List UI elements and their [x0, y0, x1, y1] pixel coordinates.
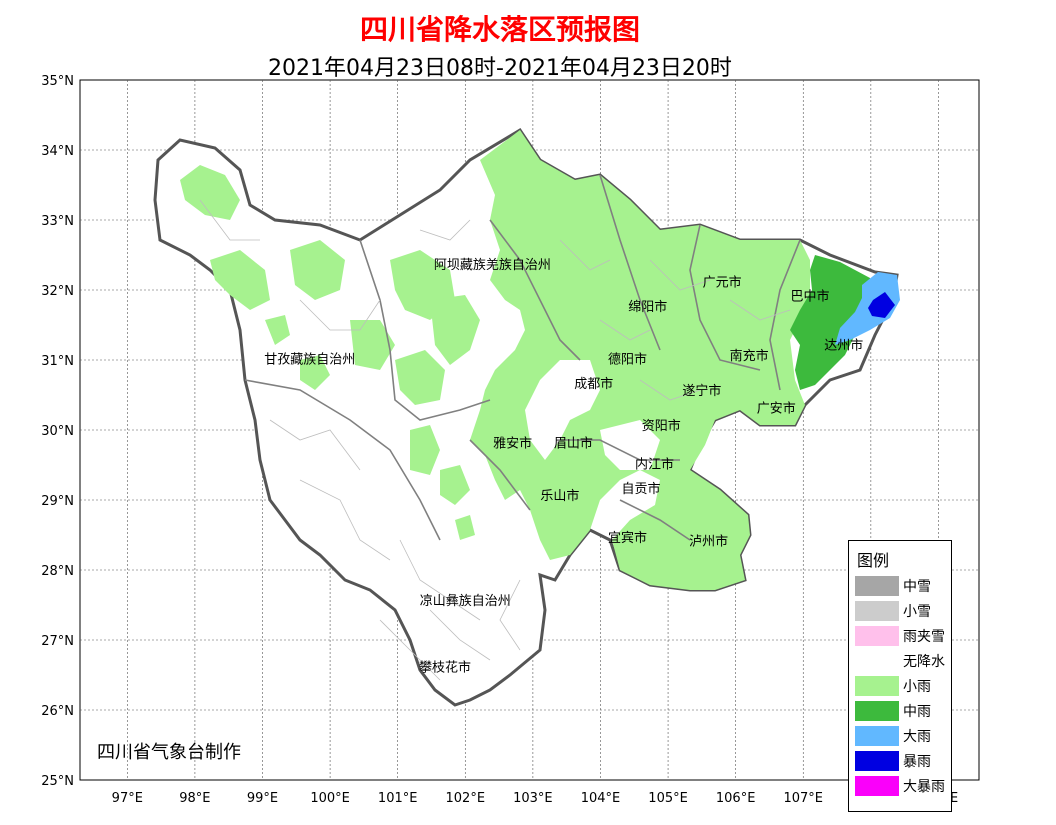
city-label: 自贡市: [622, 481, 661, 497]
city-label: 乐山市: [540, 488, 579, 504]
legend-item: 暴雨: [855, 748, 951, 773]
city-label: 攀枝花市: [419, 660, 471, 676]
lat-tick-label: 30°N: [41, 424, 74, 439]
legend-swatch: [855, 575, 899, 596]
heavy-rain-area: [835, 272, 900, 345]
county-borders: [199, 199, 791, 681]
lat-tick-label: 31°N: [41, 354, 74, 369]
city-label: 宜宾市: [608, 530, 647, 546]
legend-label: 中雪: [903, 578, 931, 595]
lat-tick-label: 33°N: [41, 214, 74, 229]
city-label: 遂宁市: [682, 383, 721, 399]
legend-item: 中雪: [855, 573, 951, 598]
legend-item: 中雨: [855, 698, 951, 723]
map-title: 四川省降水落区预报图: [359, 13, 640, 46]
lat-tick-label: 25°N: [41, 774, 74, 789]
rainstorm-area: [868, 292, 895, 318]
legend-item: 小雨: [855, 673, 951, 698]
legend-label: 雨夹雪: [903, 628, 945, 645]
lon-tick-label: 101°E: [378, 791, 418, 806]
lon-tick-label: 104°E: [581, 791, 621, 806]
legend-item: 大暴雨: [855, 773, 951, 798]
lat-tick-label: 28°N: [41, 564, 74, 579]
legend-item: 无降水: [855, 648, 951, 673]
lon-tick-label: 107°E: [783, 791, 823, 806]
lon-tick-label: 106°E: [716, 791, 756, 806]
map-subtitle: 2021年04月23日08时-2021年04月23日20时: [268, 56, 732, 81]
lat-tick-label: 27°N: [41, 634, 74, 649]
city-label: 雅安市: [493, 436, 532, 452]
lon-tick-label: 98°E: [179, 791, 210, 806]
lat-tick-label: 29°N: [41, 494, 74, 509]
lat-tick-label: 32°N: [41, 284, 74, 299]
legend-item: 小雪: [855, 598, 951, 623]
moderate-rain-area: [790, 255, 880, 390]
lon-tick-label: 105°E: [648, 791, 688, 806]
legend-label: 小雨: [903, 678, 931, 695]
city-label: 泸州市: [689, 534, 728, 550]
legend-swatch: [855, 725, 899, 746]
city-label: 凉山彝族自治州: [420, 593, 511, 609]
legend-swatch: [855, 675, 899, 696]
city-label: 内江市: [635, 457, 674, 473]
city-label: 广元市: [703, 275, 742, 291]
city-label: 眉山市: [554, 436, 593, 452]
lon-tick-label: 100°E: [310, 791, 350, 806]
lon-tick-label: 99°E: [247, 791, 278, 806]
city-label: 南充市: [730, 348, 769, 364]
legend-swatch: [855, 700, 899, 721]
legend-item: 大雨: [855, 723, 951, 748]
lat-tick-label: 35°N: [41, 74, 74, 89]
legend-swatch: [855, 625, 899, 646]
legend-label: 大暴雨: [903, 778, 945, 795]
city-label: 达州市: [824, 338, 863, 354]
legend-label: 暴雨: [903, 753, 931, 770]
legend-label: 大雨: [903, 728, 931, 745]
city-label: 广安市: [757, 401, 796, 417]
legend-swatch: [855, 650, 899, 671]
legend-swatch: [855, 600, 899, 621]
lat-tick-label: 34°N: [41, 144, 74, 159]
light-rain-area: [180, 130, 810, 590]
legend-label: 无降水: [903, 653, 945, 670]
lon-tick-label: 97°E: [112, 791, 143, 806]
legend-items: 中雪小雪雨夹雪无降水小雨中雨大雨暴雨大暴雨: [849, 573, 951, 798]
city-label: 德阳市: [608, 352, 647, 368]
axis-labels: 35°N 34°N 33°N 32°N 31°N 30°N 29°N 28°N 27°N 26°N…: [41, 74, 958, 806]
legend-swatch: [855, 750, 899, 771]
legend-swatch: [855, 775, 899, 796]
city-label: 成都市: [574, 376, 613, 392]
legend-title: 图例: [857, 551, 890, 570]
city-label: 阿坝藏族羌族自治州: [434, 257, 551, 273]
city-label: 资阳市: [642, 418, 681, 434]
legend-label: 小雪: [903, 603, 931, 620]
lat-tick-label: 26°N: [41, 704, 74, 719]
legend-label: 中雨: [903, 703, 931, 720]
lon-tick-label: 103°E: [513, 791, 553, 806]
credit-text: 四川省气象台制作: [97, 742, 241, 763]
legend-item: 雨夹雪: [855, 623, 951, 648]
city-label: 甘孜藏族自治州: [264, 352, 355, 368]
lon-tick-label: 102°E: [446, 791, 486, 806]
legend-box: 图例 中雪小雪雨夹雪无降水小雨中雨大雨暴雨大暴雨: [848, 540, 952, 812]
city-label: 绵阳市: [628, 299, 667, 315]
city-label: 巴中市: [791, 289, 830, 305]
